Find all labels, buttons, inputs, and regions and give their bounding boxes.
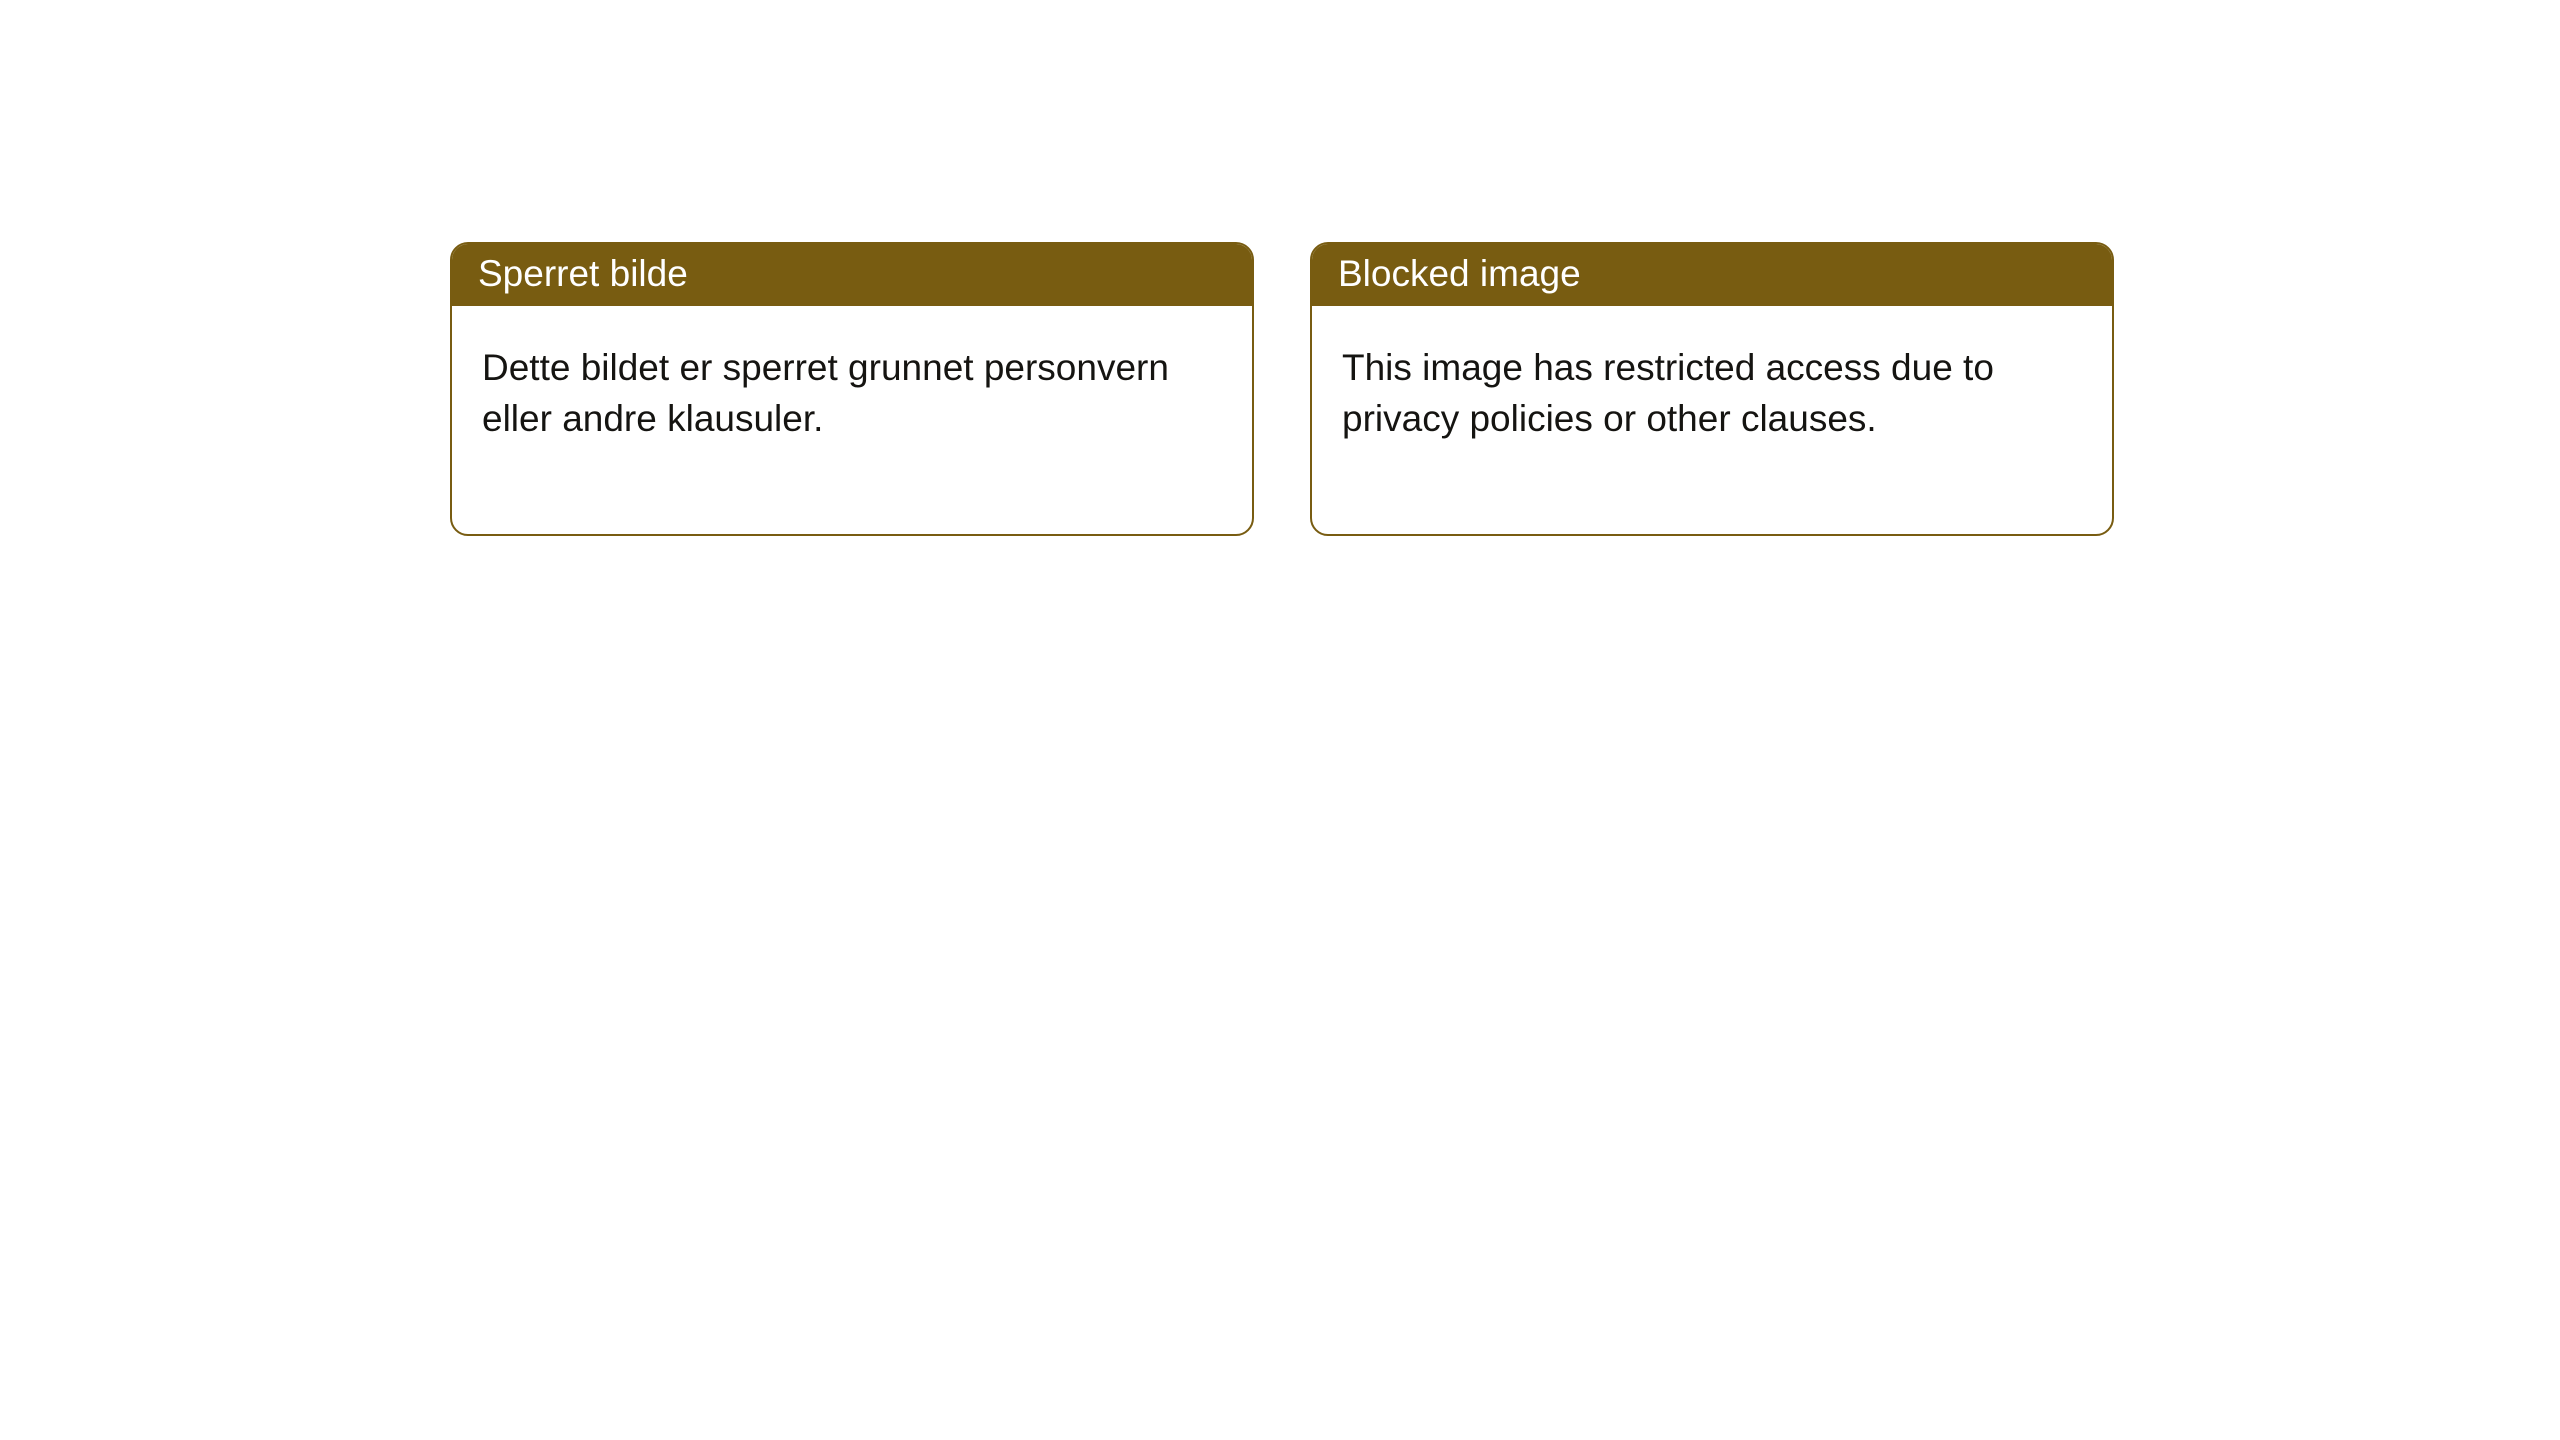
notice-card-english: Blocked image This image has restricted … [1310, 242, 2114, 536]
notice-container: Sperret bilde Dette bildet er sperret gr… [0, 0, 2560, 536]
notice-body: This image has restricted access due to … [1312, 306, 2112, 534]
notice-header: Blocked image [1312, 244, 2112, 306]
notice-header: Sperret bilde [452, 244, 1252, 306]
notice-body: Dette bildet er sperret grunnet personve… [452, 306, 1252, 534]
notice-card-norwegian: Sperret bilde Dette bildet er sperret gr… [450, 242, 1254, 536]
